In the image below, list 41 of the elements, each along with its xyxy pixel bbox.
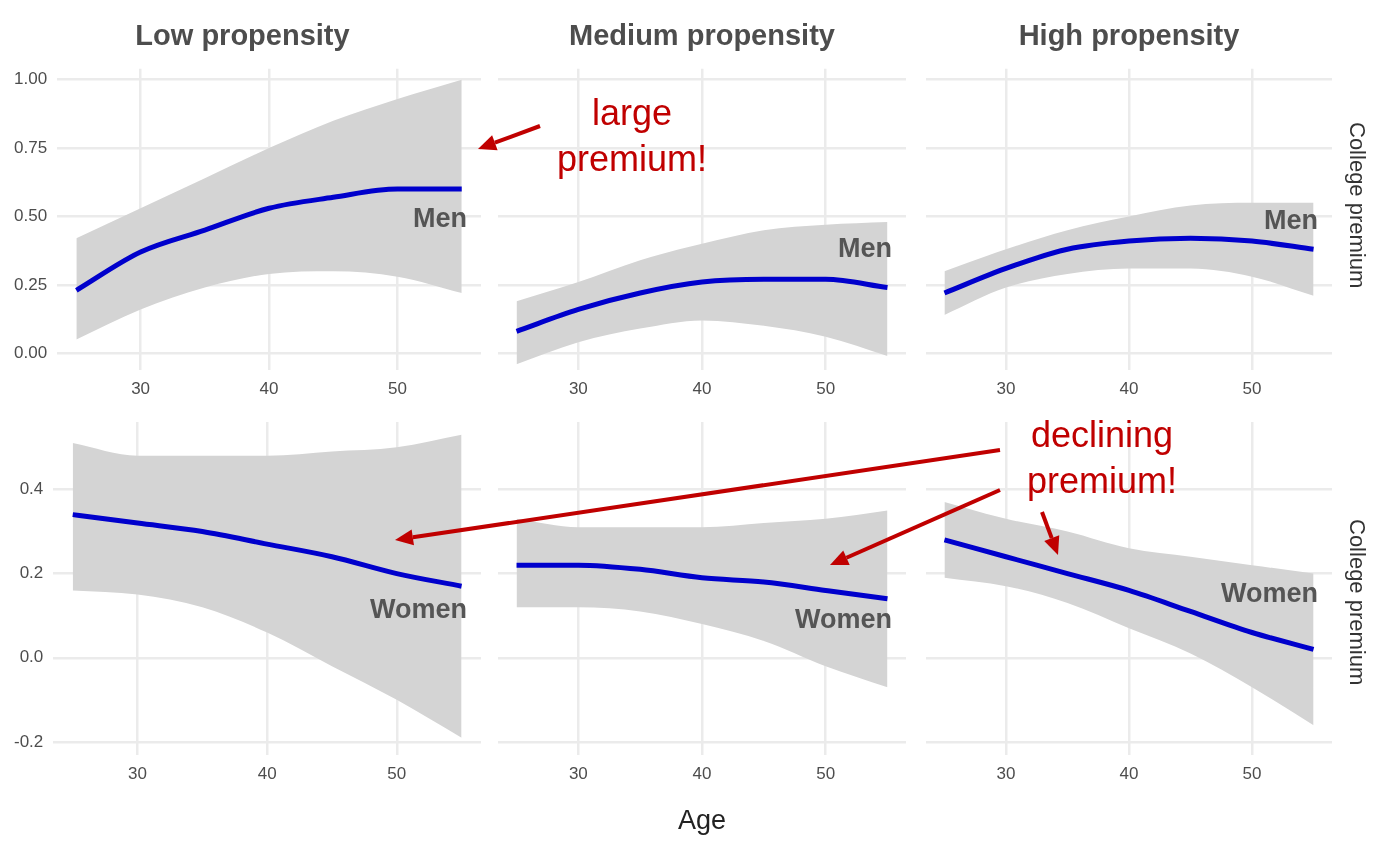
annotation: large premium!	[556, 91, 708, 181]
series-label: Women	[369, 593, 467, 624]
y-tick-label: 0.50	[13, 206, 48, 226]
chart-title: Medium propensity	[569, 19, 835, 52]
series-label: Women	[794, 604, 892, 635]
x-tick-label: 30	[131, 379, 151, 399]
series-label: Men	[1264, 204, 1318, 235]
x-tick-label: 30	[568, 379, 588, 399]
x-tick-label: 30	[996, 764, 1016, 784]
x-tick-label: 40	[692, 379, 712, 399]
chart-title: High propensity	[1018, 19, 1240, 52]
y-tick-label: 1.00	[13, 69, 48, 89]
x-tick-label: 50	[816, 764, 836, 784]
x-tick-label: 40	[1119, 379, 1139, 399]
y-tick-label: 0.75	[13, 137, 48, 157]
x-tick-label: 50	[1242, 379, 1262, 399]
series-label: Women	[1220, 577, 1318, 608]
x-tick-label: 40	[259, 379, 279, 399]
series-label: Men	[413, 202, 467, 233]
x-tick-label: 50	[1242, 764, 1262, 784]
x-tick-label: 40	[692, 764, 712, 784]
y-tick-label: 0.25	[13, 274, 48, 294]
x-tick-label: 30	[996, 379, 1016, 399]
y-axis-title: College premium	[1344, 518, 1370, 688]
x-tick-label: 50	[388, 379, 407, 399]
x-tick-label: 50	[816, 379, 836, 399]
chart-title: Low propensity	[135, 19, 350, 52]
annotation: declining premium!	[1026, 413, 1178, 503]
series-label: Men	[838, 233, 892, 264]
x-tick-label: 30	[128, 764, 147, 784]
y-axis-title: College premium	[1344, 120, 1370, 291]
x-tick-label: 40	[257, 764, 277, 784]
y-tick-label: -0.2	[14, 731, 44, 751]
x-tick-label: 30	[568, 764, 588, 784]
x-tick-label: 50	[387, 764, 407, 784]
y-tick-label: 0.00	[13, 342, 48, 362]
x-tick-label: 40	[1119, 764, 1139, 784]
y-tick-label: 0.4	[19, 479, 44, 499]
x-axis-title: Age	[676, 805, 727, 836]
y-tick-label: 0.2	[19, 563, 44, 583]
y-tick-label: 0.0	[19, 647, 44, 667]
